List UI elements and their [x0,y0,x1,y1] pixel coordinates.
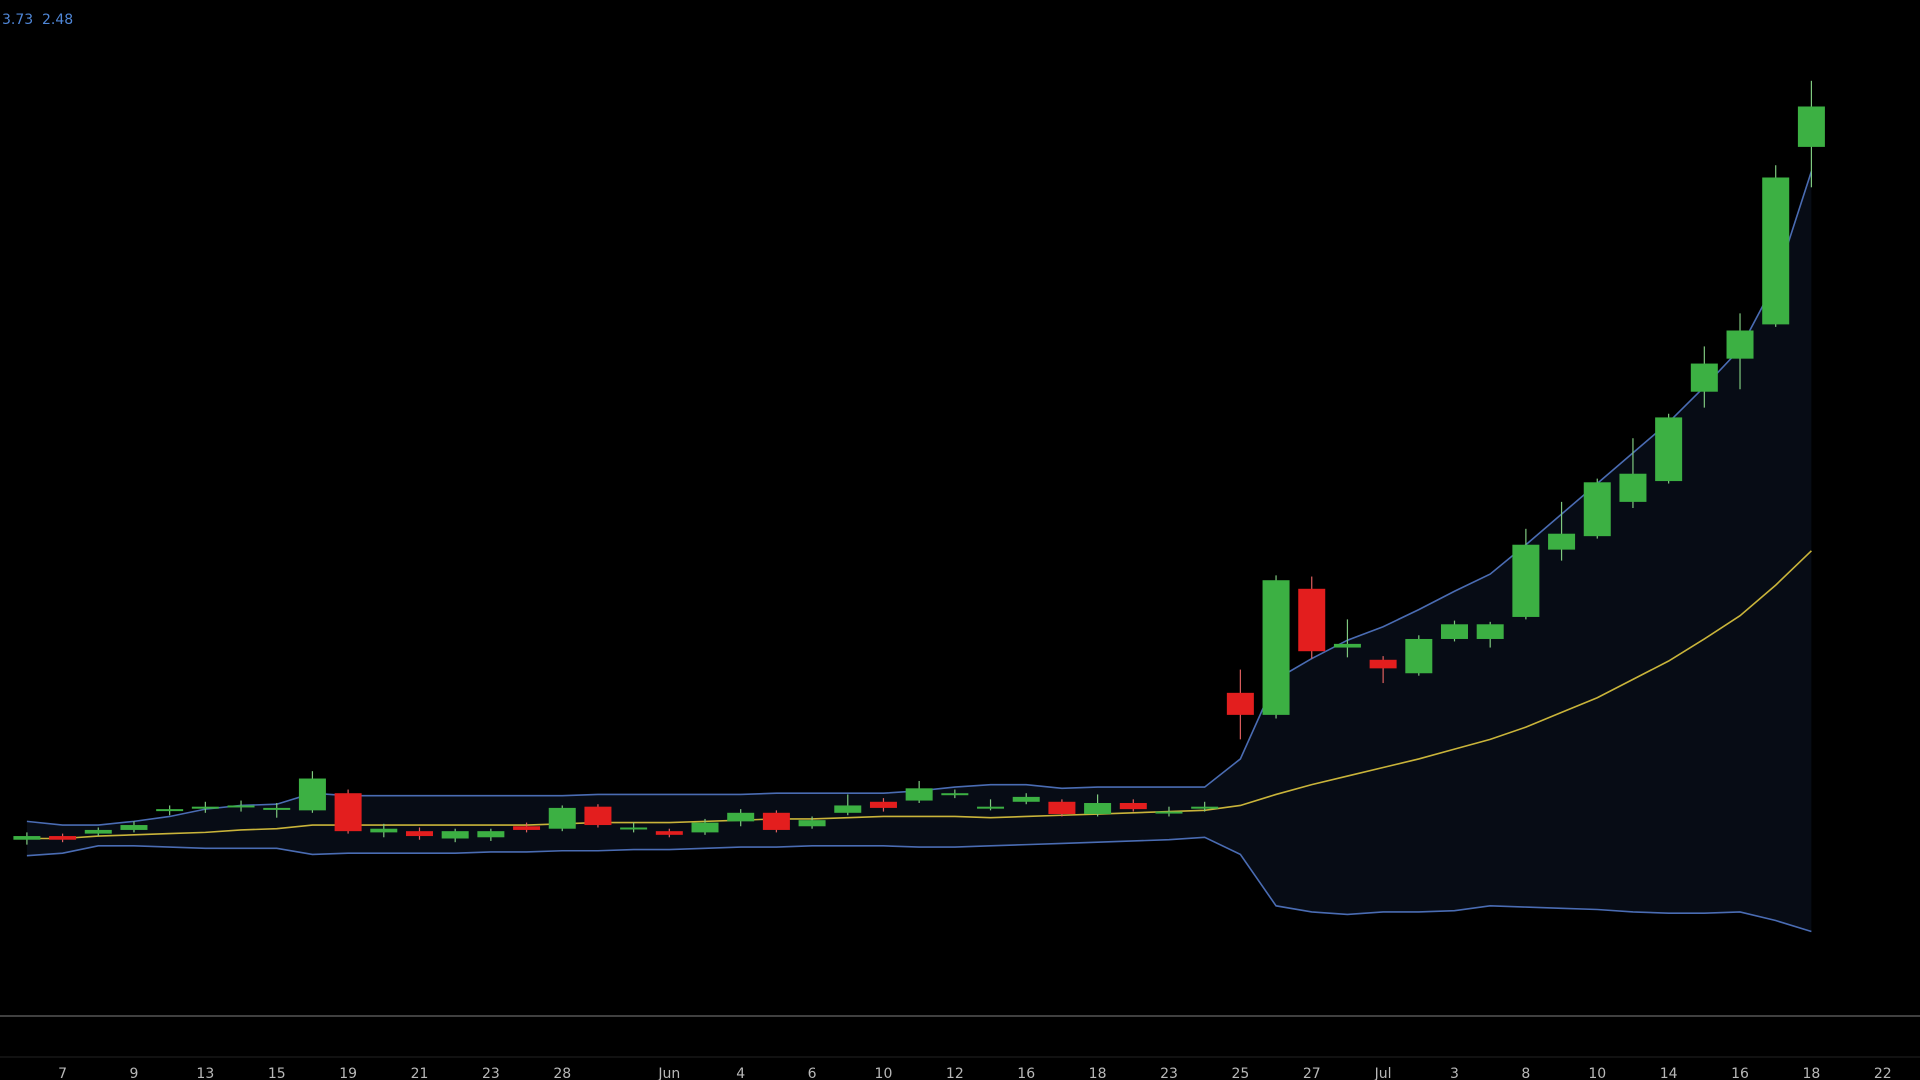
candle-body [191,806,219,809]
candle-body [1797,106,1825,147]
x-tick-label: 27 [1303,1066,1321,1080]
candle-body [1512,544,1540,617]
candle-body [1155,811,1183,814]
x-tick-label: 21 [411,1066,429,1080]
x-tick-label: 25 [1231,1066,1249,1080]
candle-body [1084,803,1112,815]
candle-body [1298,588,1326,652]
candle-body [1655,417,1683,482]
x-tick-label: 22 [1874,1066,1892,1080]
candle-body [1119,803,1147,810]
candle-body [548,807,576,829]
candle-body [1333,643,1361,648]
band-line [26,836,1812,933]
x-tick-label: 7 [58,1066,67,1080]
x-tick-label: 10 [875,1066,893,1080]
candle-body [977,806,1005,809]
x-tick-label: 10 [1588,1066,1606,1080]
x-tick-label: 18 [1089,1066,1107,1080]
candle-body [1441,624,1468,639]
legend-value: 3.73 [2,12,33,28]
candle-body [49,836,77,840]
x-tick-label: Jun [657,1066,680,1080]
candle-body [941,793,969,796]
candle-body [1690,363,1718,392]
candle-body [1476,624,1504,639]
candle-body [1048,801,1076,815]
candle-body [441,831,469,839]
candle-body [1191,806,1219,809]
candle-body [905,788,933,801]
x-tick-label: 8 [1521,1066,1530,1080]
x-tick-label: 3 [1450,1066,1459,1080]
candle-body [798,820,826,827]
candle-body [1369,659,1397,669]
candle-body [156,809,184,812]
x-tick-label: 18 [1802,1066,1820,1080]
candle-body [1262,580,1290,715]
x-tick-label: 19 [339,1066,357,1080]
candle-body [1012,796,1040,802]
x-tick-label: 16 [1731,1066,1749,1080]
band-line [26,550,1812,840]
candle-body [1762,177,1790,325]
candle-body [584,806,612,826]
x-tick-label: 16 [1017,1066,1035,1080]
x-tick-label: 12 [946,1066,964,1080]
candle-body [298,778,326,811]
x-tick-label: 28 [553,1066,571,1080]
x-tick-label: 15 [268,1066,286,1080]
candle-body [1226,692,1254,715]
x-tick-label: 13 [196,1066,214,1080]
candle-body [655,831,683,835]
candle-body [1726,330,1754,359]
candle-body [405,831,433,837]
candle-body [334,793,362,832]
candle-body [13,836,41,840]
band-fill [26,171,1812,932]
x-tick-label: 4 [736,1066,745,1080]
x-tick-label: 23 [1160,1066,1178,1080]
candle-body [869,801,897,808]
candle-body [1619,473,1647,502]
candle-body [513,826,541,830]
candle-body [691,822,719,833]
candle-body [227,805,255,808]
x-tick-label: 9 [130,1066,139,1080]
candle-body [1405,638,1433,674]
candle-body [370,828,398,833]
candle-body [762,812,790,830]
candle-body [477,831,505,838]
legend-value: 2.48 [42,12,73,28]
candle-body [620,827,648,830]
x-tick-label: 23 [482,1066,500,1080]
candle-body [84,829,112,834]
candle-body [1583,482,1611,537]
candle-body [727,812,755,822]
x-tick-label: Jul [1374,1066,1392,1080]
x-tick-label: 6 [808,1066,817,1080]
candle-body [834,805,862,813]
candle-body [1548,533,1576,550]
x-tick-label: 14 [1660,1066,1678,1080]
candle-body [263,807,291,810]
candle-body [120,825,148,830]
